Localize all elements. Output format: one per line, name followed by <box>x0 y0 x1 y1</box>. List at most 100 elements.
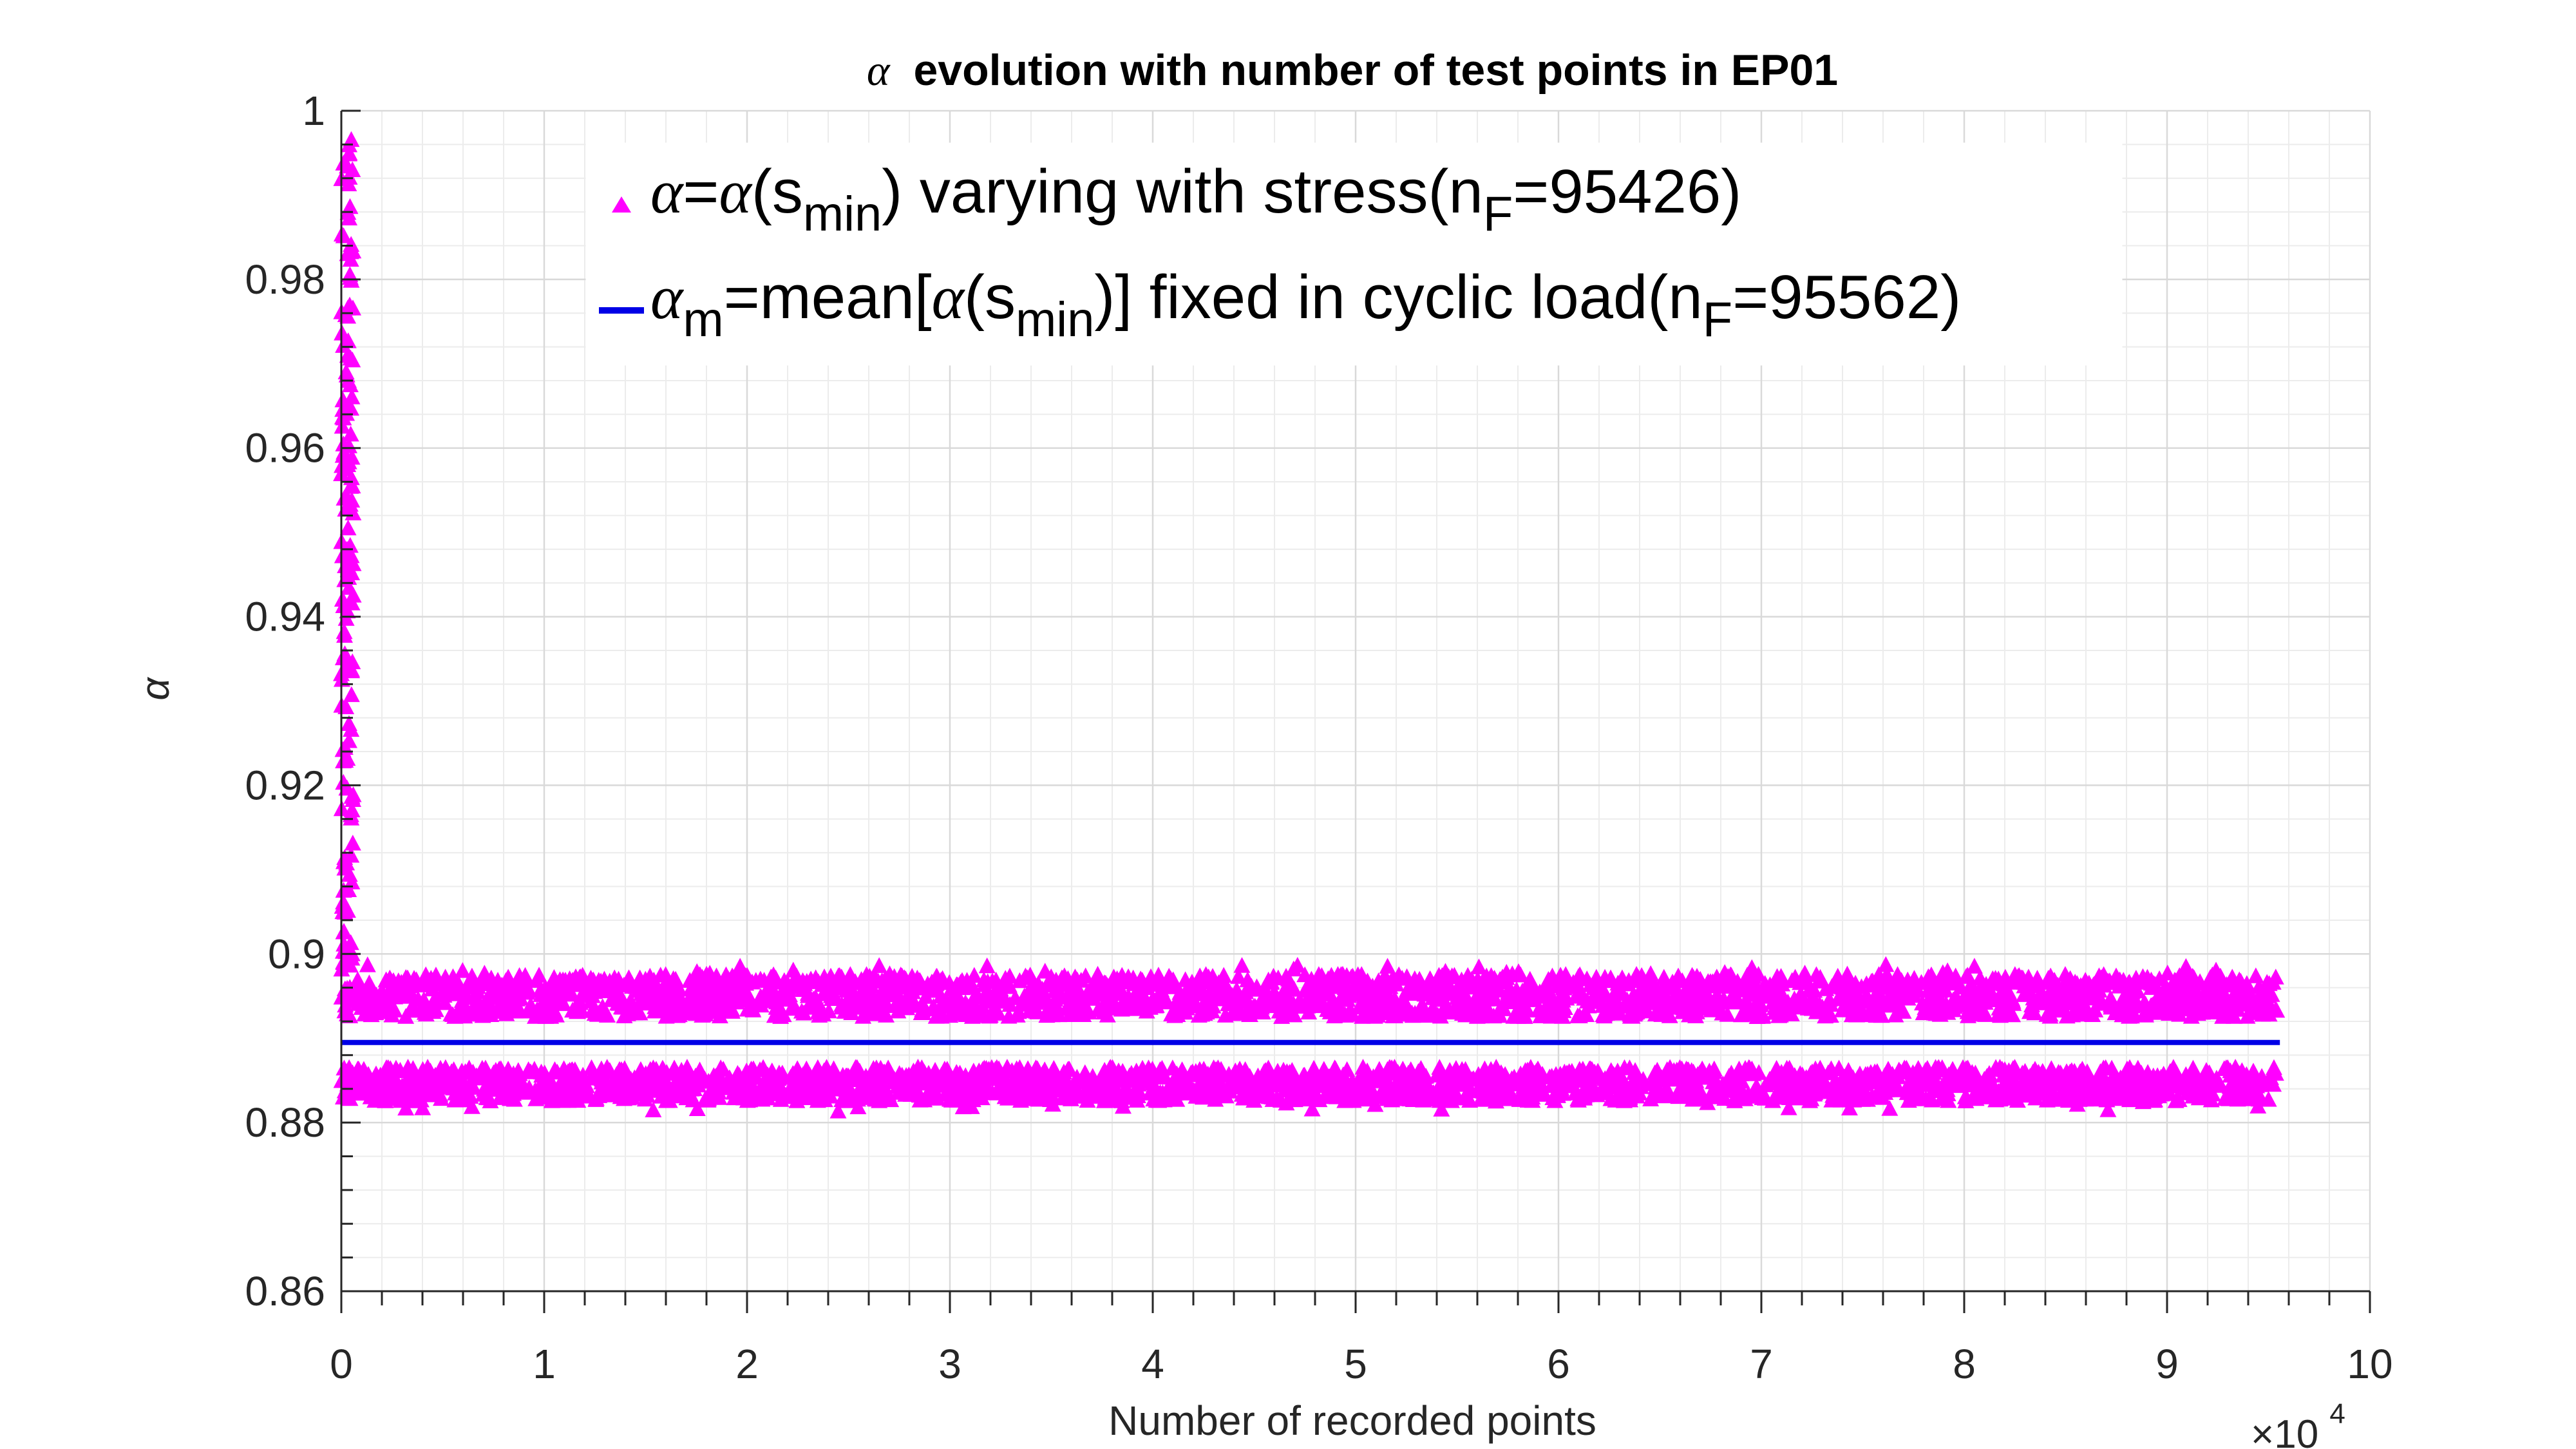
marker-upper <box>1556 999 1573 1015</box>
x-tick-label: 7 <box>1750 1341 1773 1387</box>
title-text: evolution with number of test points in … <box>913 46 1838 95</box>
marker-lower <box>1453 1065 1470 1081</box>
marker-upper <box>424 993 442 1009</box>
marker-lower <box>1118 1085 1135 1102</box>
marker-lower <box>1621 1059 1638 1075</box>
marker-transient <box>344 351 361 368</box>
marker-upper <box>2061 970 2079 987</box>
marker-lower <box>1740 1059 1757 1075</box>
marker-transient <box>338 488 355 504</box>
marker-lower <box>1411 1090 1428 1107</box>
marker-lower <box>585 1066 603 1083</box>
marker-upper <box>1741 983 1759 999</box>
x-tick-label: 4 <box>1141 1341 1164 1387</box>
marker-lower <box>1278 1063 1296 1079</box>
marker-lower <box>500 1081 517 1097</box>
marker-upper <box>1028 1003 1045 1019</box>
marker-lower <box>740 1072 757 1088</box>
marker-upper <box>1074 988 1091 1004</box>
marker-upper <box>2001 1005 2018 1021</box>
marker-upper <box>996 989 1013 1005</box>
marker-upper <box>685 976 702 992</box>
marker-outlier <box>1089 965 1106 982</box>
marker-lower <box>1600 1066 1618 1083</box>
marker-lower <box>946 1088 963 1104</box>
marker-upper <box>1553 990 1570 1006</box>
marker-upper <box>776 990 793 1007</box>
marker-upper <box>676 1004 694 1021</box>
marker-upper <box>1853 1002 1871 1018</box>
marker-lower <box>2202 1084 2219 1100</box>
marker-upper <box>446 971 463 987</box>
marker-upper <box>482 1003 500 1019</box>
marker-upper <box>671 992 688 1008</box>
marker-lower <box>1574 1061 1591 1077</box>
marker-upper <box>686 996 703 1012</box>
marker-upper <box>1917 999 1934 1016</box>
marker-upper <box>1768 985 1785 1001</box>
marker-transient <box>336 923 353 939</box>
marker-upper <box>833 971 851 987</box>
marker-lower <box>1478 1068 1495 1084</box>
legend2-s: (s <box>964 263 1016 332</box>
marker-lower <box>1149 1068 1166 1084</box>
marker-lower <box>334 1088 352 1104</box>
marker-upper <box>1129 989 1146 1005</box>
marker-lower <box>1514 1075 1531 1092</box>
marker-outlier <box>1487 1092 1504 1109</box>
marker-upper <box>1683 998 1701 1014</box>
legend2-alpha: α <box>650 263 684 332</box>
marker-upper <box>723 1000 741 1016</box>
y-tick-label: 0.98 <box>245 256 325 303</box>
marker-outlier <box>1470 958 1488 974</box>
marker-outlier <box>1379 958 1396 974</box>
marker-lower <box>1582 1074 1600 1090</box>
marker-upper <box>1453 971 1470 988</box>
marker-upper <box>380 1001 397 1017</box>
marker-lower <box>1027 1060 1044 1077</box>
marker-upper <box>1705 998 1722 1015</box>
marker-lower <box>449 1072 466 1088</box>
marker-lower <box>1541 1068 1558 1084</box>
marker-lower <box>378 1068 395 1084</box>
marker-lower <box>532 1088 549 1105</box>
marker-upper <box>2183 987 2200 1004</box>
marker-lower <box>636 1090 654 1107</box>
marker-upper <box>1183 973 1200 990</box>
marker-lower <box>1236 1068 1253 1084</box>
marker-upper <box>1211 990 1229 1007</box>
marker-lower <box>462 1078 480 1095</box>
marker-transient <box>342 425 359 442</box>
marker-upper <box>2038 974 2056 990</box>
marker-lower <box>1318 1065 1335 1081</box>
marker-upper <box>2041 1005 2059 1021</box>
marker-lower <box>888 1078 905 1094</box>
marker-transient <box>339 750 356 766</box>
marker-lower <box>1010 1067 1027 1083</box>
marker-upper <box>974 998 991 1014</box>
marker-lower <box>1841 1090 1859 1107</box>
marker-upper <box>511 967 528 983</box>
marker-lower <box>1530 1082 1548 1099</box>
marker-upper <box>2136 1005 2153 1022</box>
legend-marker-triangle <box>612 196 631 213</box>
marker-lower <box>897 1086 914 1102</box>
x-tick-label: 6 <box>1547 1341 1570 1387</box>
y-tick-label: 1 <box>302 88 325 134</box>
marker-outlier <box>454 961 471 978</box>
marker-outlier <box>1114 1097 1132 1114</box>
marker-outlier <box>1303 1100 1321 1117</box>
marker-lower <box>437 1062 455 1078</box>
marker-upper <box>493 976 511 993</box>
marker-upper <box>1692 971 1709 987</box>
legend1-value: =95426) <box>1513 157 1741 226</box>
marker-lower <box>1444 1086 1461 1102</box>
marker-upper <box>1909 982 1927 998</box>
marker-upper <box>1878 978 1895 995</box>
marker-transient <box>343 686 360 703</box>
marker-lower <box>1513 1084 1530 1101</box>
marker-lower <box>635 1080 652 1096</box>
marker-upper <box>1001 967 1018 984</box>
marker-lower <box>2132 1065 2150 1081</box>
marker-lower <box>647 1061 665 1077</box>
